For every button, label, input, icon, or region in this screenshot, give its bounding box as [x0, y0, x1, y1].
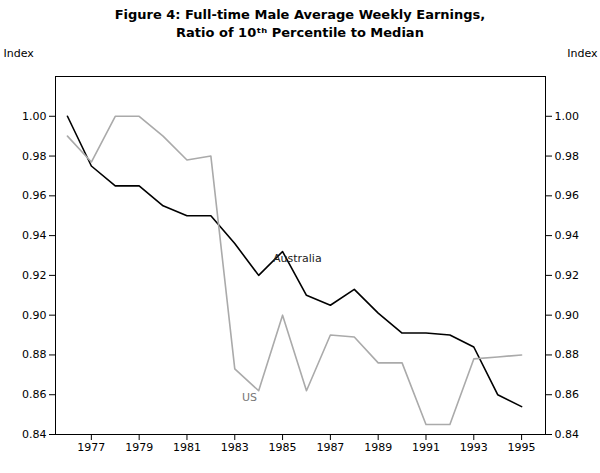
svg-text:Index: Index: [567, 47, 598, 60]
svg-text:1983: 1983: [221, 441, 249, 454]
svg-text:0.90: 0.90: [22, 309, 47, 322]
svg-text:0.84: 0.84: [22, 428, 47, 441]
svg-text:0.84: 0.84: [555, 428, 580, 441]
svg-text:0.92: 0.92: [555, 269, 580, 282]
svg-text:1995: 1995: [508, 441, 536, 454]
svg-text:0.92: 0.92: [22, 269, 47, 282]
svg-text:0.88: 0.88: [555, 348, 580, 361]
svg-text:1985: 1985: [269, 441, 297, 454]
svg-text:Index: Index: [4, 47, 35, 60]
svg-text:0.90: 0.90: [555, 309, 580, 322]
svg-text:1989: 1989: [364, 441, 392, 454]
svg-text:0.86: 0.86: [555, 388, 580, 401]
html-text:Ratio of 10ᵗʰ Percentile to Me: Ratio of 10ᵗʰ Percentile to Median: [176, 25, 424, 40]
svg-text:0.88: 0.88: [22, 348, 47, 361]
svg-text:1993: 1993: [460, 441, 488, 454]
svg-text:1987: 1987: [316, 441, 344, 454]
svg-text:0.94: 0.94: [555, 229, 580, 242]
svg-text:1981: 1981: [173, 441, 201, 454]
svg-text:1.00: 1.00: [555, 110, 580, 123]
svg-text:0.94: 0.94: [22, 229, 47, 242]
svg-text:0.98: 0.98: [22, 150, 47, 163]
svg-text:0.86: 0.86: [22, 388, 47, 401]
html-text:Figure 4: Full-time Male Avera: Figure 4: Full-time Male Average Weekly …: [114, 7, 486, 22]
svg-text:0.96: 0.96: [555, 189, 580, 202]
svg-text:1979: 1979: [125, 441, 153, 454]
svg-text:Australia: Australia: [273, 252, 322, 265]
svg-text:0.96: 0.96: [22, 189, 47, 202]
svg-text:1991: 1991: [412, 441, 440, 454]
svg-text:US: US: [242, 391, 257, 404]
svg-text:0.98: 0.98: [555, 150, 580, 163]
svg-text:1977: 1977: [77, 441, 105, 454]
svg-text:1.00: 1.00: [22, 110, 47, 123]
